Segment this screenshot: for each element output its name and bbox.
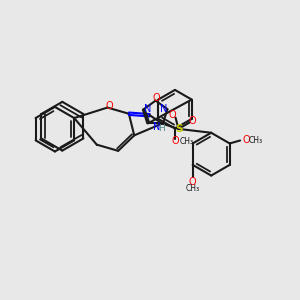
Text: O: O	[243, 136, 250, 146]
Text: O: O	[171, 136, 179, 146]
Text: O: O	[189, 177, 196, 187]
Text: CH₃: CH₃	[179, 137, 193, 146]
Text: O: O	[105, 101, 113, 111]
Text: S: S	[175, 124, 182, 134]
Text: N: N	[153, 122, 160, 131]
Text: O: O	[153, 93, 160, 103]
Text: CH₃: CH₃	[186, 184, 200, 193]
Text: CH₃: CH₃	[248, 136, 263, 145]
Text: N: N	[144, 104, 151, 114]
Text: H: H	[158, 124, 165, 133]
Text: O: O	[189, 116, 196, 126]
Text: O: O	[169, 110, 176, 120]
Text: N: N	[160, 104, 168, 114]
